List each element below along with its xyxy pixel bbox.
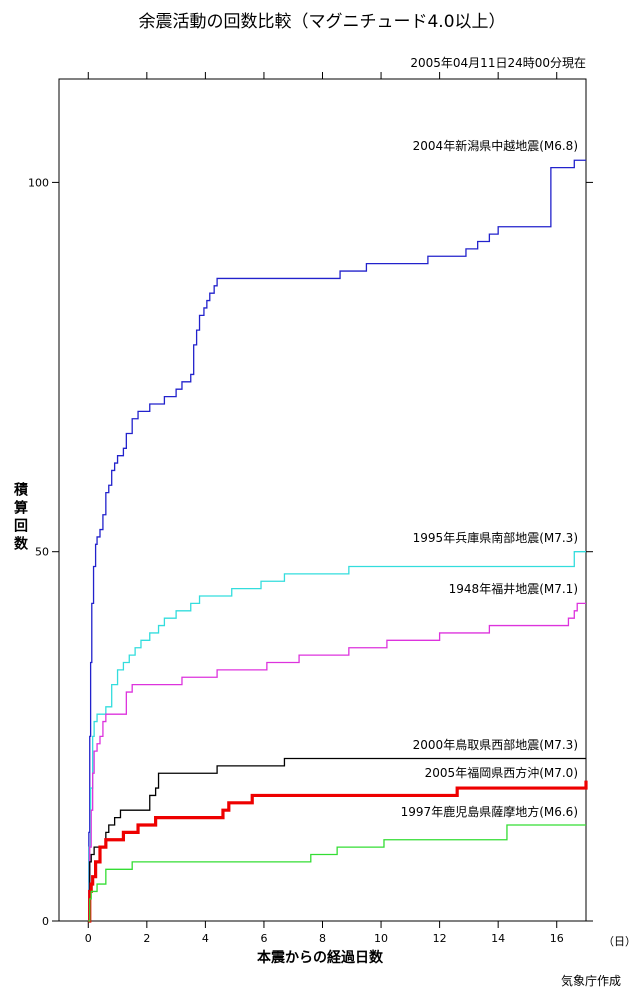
series-label-5: 1997年鹿児島県薩摩地方(M6.6) (401, 804, 578, 819)
x-tick-label: 2 (143, 932, 150, 945)
series-label-3: 2000年鳥取県西部地震(M7.3) (413, 737, 578, 752)
credit-text: 気象庁作成 (561, 973, 621, 988)
chart-title: 余震活動の回数比較（マグニチュード4.0以上） (138, 12, 505, 32)
as-of-timestamp: 2005年04月11日24時00分現在 (410, 56, 586, 70)
x-axis-label: 本震からの経過日数 (257, 949, 384, 966)
series-label-4: 2005年福岡県西方沖(M7.0) (425, 765, 578, 780)
x-tick-label: 4 (202, 932, 209, 945)
x-tick-label: 16 (550, 932, 564, 945)
series-label-0: 2004年新潟県中越地震(M6.8) (413, 138, 578, 153)
series-line-3 (88, 757, 586, 922)
series-label-2: 1948年福井地震(M7.1) (449, 581, 578, 596)
x-tick-label: 10 (374, 932, 388, 945)
series-line-1 (88, 551, 586, 922)
series-line-2 (88, 602, 586, 922)
y-axis-label: 積算回数 (12, 481, 29, 554)
y-tick-label: 100 (28, 176, 49, 189)
x-tick-label: 14 (491, 932, 505, 945)
series-labels: 2004年新潟県中越地震(M6.8) 1995年兵庫県南部地震(M7.3) 1948… (401, 138, 578, 819)
series-label-1: 1995年兵庫県南部地震(M7.3) (413, 530, 578, 545)
x-tick-label: 12 (433, 932, 447, 945)
x-axis-unit: （日） (603, 935, 636, 948)
x-tick-label: 6 (260, 932, 267, 945)
y-tick-label: 50 (35, 546, 49, 559)
series-line-5 (88, 824, 586, 922)
x-tick-label: 0 (85, 932, 92, 945)
y-tick-label: 0 (42, 915, 49, 928)
series-line-4 (88, 780, 588, 923)
x-tick-label: 8 (319, 932, 326, 945)
axis-ticks: 0 2 4 6 8 10 12 14 16 0 50 100 (28, 72, 593, 945)
series-line-0 (88, 159, 586, 922)
series-group (88, 159, 588, 923)
